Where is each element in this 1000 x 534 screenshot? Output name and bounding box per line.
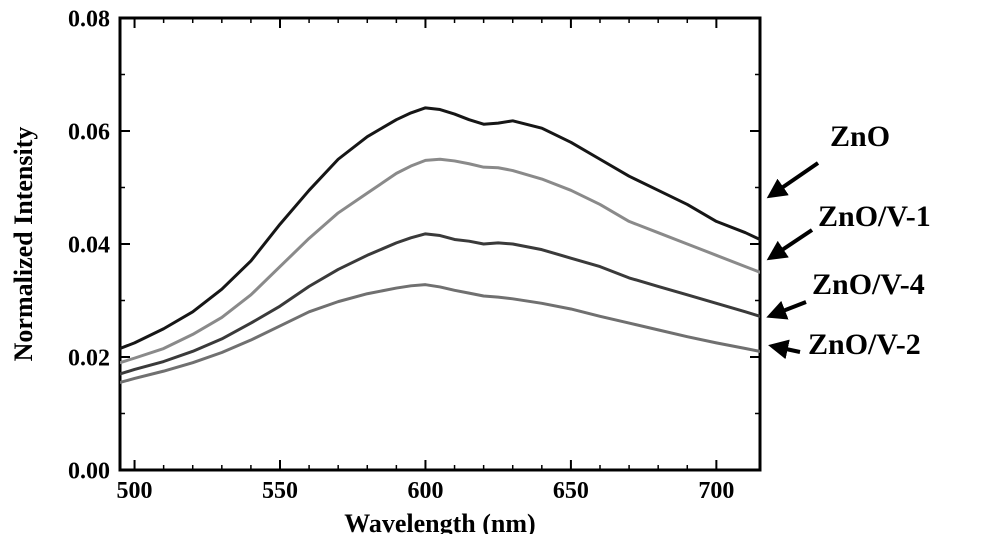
- svg-text:0.08: 0.08: [68, 6, 110, 32]
- svg-text:600: 600: [407, 478, 443, 504]
- svg-text:500: 500: [117, 478, 153, 504]
- svg-text:0.06: 0.06: [68, 119, 110, 145]
- svg-text:700: 700: [698, 478, 734, 504]
- spectrum-line-chart: 500 550 600 650 700 Wavelength (nm) 0.00 0.02 0.…: [0, 0, 1000, 534]
- svg-text:0.00: 0.00: [68, 458, 110, 484]
- x-axis-label: Wavelength (nm): [344, 509, 535, 534]
- svg-text:650: 650: [553, 478, 589, 504]
- svg-text:550: 550: [262, 478, 298, 504]
- chart-container: 500 550 600 650 700 Wavelength (nm) 0.00 0.02 0.…: [0, 0, 1000, 534]
- svg-text:0.04: 0.04: [68, 232, 110, 258]
- y-axis-label: Normalized Intensity: [9, 127, 38, 362]
- svg-text:0.02: 0.02: [68, 345, 110, 371]
